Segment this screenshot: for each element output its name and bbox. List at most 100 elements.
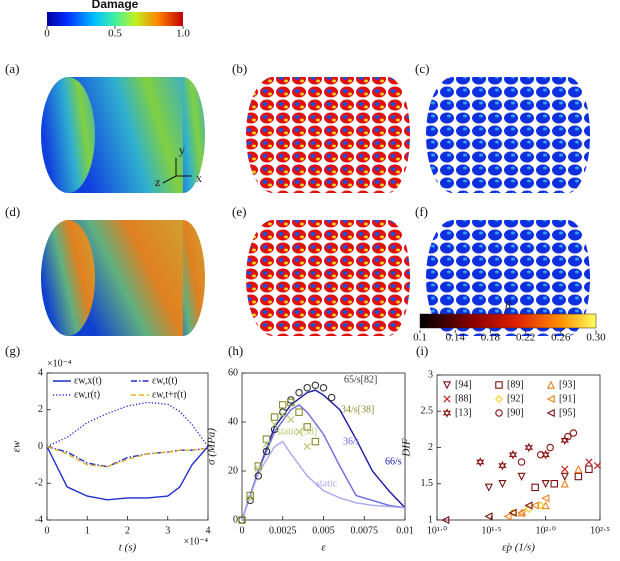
x-tick-label: 0.0025 — [269, 525, 297, 536]
x-tick-label: 10¹·⁰ — [427, 525, 447, 536]
data-point — [327, 393, 336, 402]
x-tick-label: 2 — [125, 525, 130, 536]
axes-triad — [162, 158, 192, 184]
panel-label: (f) — [415, 204, 428, 219]
y-tick-label: 0 — [38, 441, 43, 452]
y-tick-label: 60 — [228, 367, 238, 378]
legend-symbol — [443, 395, 451, 403]
scatter-point — [593, 462, 602, 470]
legend-label: [94] — [455, 379, 472, 390]
colorbar-tick-label: 0.14 — [446, 332, 466, 344]
x-axis-label: t (s) — [119, 542, 137, 554]
data-point — [270, 413, 279, 421]
y-tick-label: 0 — [233, 514, 238, 525]
y-tick-label: -4 — [35, 514, 43, 525]
y-tick-label: -2 — [35, 478, 43, 489]
colorbar-tick-label: 0.26 — [551, 332, 571, 344]
scatter-point — [574, 464, 583, 474]
x-tick-label: 3 — [165, 525, 170, 536]
data-point — [295, 428, 303, 436]
x-tick-label: 10²·⁵ — [590, 525, 610, 536]
scatter-point — [517, 472, 526, 481]
data-point — [262, 440, 271, 448]
x-tick-label: 4 — [206, 525, 211, 536]
legend-symbol — [442, 381, 452, 390]
damage-colorbar — [47, 12, 183, 26]
beta-colorbar — [419, 313, 597, 329]
scatter-point — [560, 435, 570, 446]
panel-label: (g) — [5, 343, 20, 358]
x-tick-label: 1 — [85, 525, 90, 536]
data-point — [278, 401, 287, 409]
colorbar-title: β — [504, 300, 511, 312]
scatter-point — [574, 472, 583, 481]
scatter-point — [498, 460, 507, 471]
series-annotation: static [38] — [277, 426, 317, 437]
scatter-point — [498, 479, 507, 489]
series-annotation: 66/s — [385, 456, 402, 467]
axis-triad-label: x — [196, 171, 202, 185]
legend-symbol — [546, 394, 555, 404]
panel-label: (i) — [416, 343, 428, 358]
panel-label: (b) — [232, 61, 247, 76]
legend-label: [13] — [455, 407, 472, 418]
colorbar-tick-label: 0.5 — [108, 28, 122, 40]
line-series — [241, 403, 406, 521]
scatter-point — [517, 508, 526, 517]
legend-label: εw,r(t) — [74, 389, 100, 400]
scatter-point — [541, 494, 550, 503]
scatter-point — [564, 432, 572, 441]
scatter-point — [517, 508, 526, 517]
series-annotation: 36/s — [343, 436, 360, 447]
legend-label: εw,t(t) — [152, 375, 178, 386]
colorbar-tick-label: 0.22 — [516, 332, 535, 344]
legend-symbol — [442, 408, 452, 418]
legend-symbol — [495, 381, 503, 389]
scatter-point — [569, 429, 578, 437]
scatter-point — [536, 450, 545, 459]
line-series — [241, 440, 406, 521]
legend-label: [88] — [455, 393, 472, 404]
legend-symbol — [495, 395, 503, 403]
legend-label: [92] — [507, 393, 524, 404]
data-point — [254, 472, 263, 480]
colorbar-tick-label: 1.0 — [176, 28, 190, 40]
x-tick-label: 10²·⁰ — [535, 525, 555, 536]
y-tick-label: 1.5 — [421, 478, 434, 489]
line-series — [241, 389, 406, 521]
scatter-point — [484, 483, 493, 492]
scatter-point — [517, 458, 526, 466]
scatter-point — [541, 449, 550, 460]
line-series — [46, 445, 209, 468]
data-point — [303, 423, 311, 431]
data-point — [270, 425, 279, 434]
x-tick-label: 0.01 — [396, 525, 414, 536]
legend-label: [89] — [507, 379, 524, 390]
y-tick-label: 2 — [428, 442, 433, 453]
data-point — [238, 516, 246, 524]
data-point — [254, 464, 262, 473]
line-series — [46, 446, 209, 501]
series-annotation: 34/s[38] — [341, 404, 374, 415]
x-axis-label: ε̇p (1/s) — [502, 542, 535, 554]
legend-label: εw,x(t) — [74, 375, 102, 386]
scatter-point — [561, 465, 569, 473]
y-tick-label: 2.5 — [421, 406, 434, 417]
render-b — [246, 77, 410, 193]
data-point — [287, 415, 295, 424]
scatter-point — [524, 442, 534, 453]
series-annotation: static — [316, 478, 338, 489]
x-tick-label: 0 — [45, 525, 50, 536]
x-tick-label: 0 — [240, 525, 245, 536]
panel-label: (d) — [5, 204, 20, 219]
data-point — [287, 396, 295, 404]
x-tick-label: 0.005 — [312, 525, 335, 536]
axis-triad-label: z — [155, 175, 160, 189]
line-series — [46, 401, 209, 448]
scatter-point — [476, 457, 485, 467]
colorbar-tick-label: 0.18 — [481, 332, 501, 344]
scatter-point — [531, 483, 539, 492]
panel-label: (h) — [228, 343, 243, 358]
data-point — [246, 494, 254, 502]
